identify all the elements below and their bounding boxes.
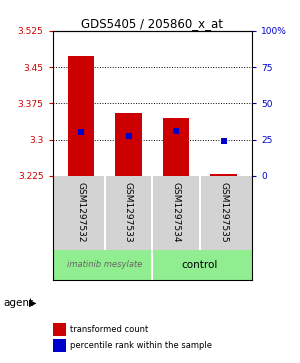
Bar <box>210 174 237 176</box>
Text: ▶: ▶ <box>28 298 36 308</box>
Bar <box>68 57 94 176</box>
Text: imatinib mesylate: imatinib mesylate <box>67 260 142 269</box>
Text: GSM1297532: GSM1297532 <box>76 182 85 242</box>
Text: transformed count: transformed count <box>70 325 148 334</box>
Text: GSM1297534: GSM1297534 <box>172 182 181 242</box>
Text: GSM1297533: GSM1297533 <box>124 182 133 242</box>
Text: agent: agent <box>3 298 33 308</box>
Text: control: control <box>182 260 218 270</box>
Text: GSM1297535: GSM1297535 <box>219 182 228 242</box>
Bar <box>163 118 189 176</box>
Bar <box>116 113 142 176</box>
Text: percentile rank within the sample: percentile rank within the sample <box>70 341 212 350</box>
Title: GDS5405 / 205860_x_at: GDS5405 / 205860_x_at <box>81 17 223 30</box>
